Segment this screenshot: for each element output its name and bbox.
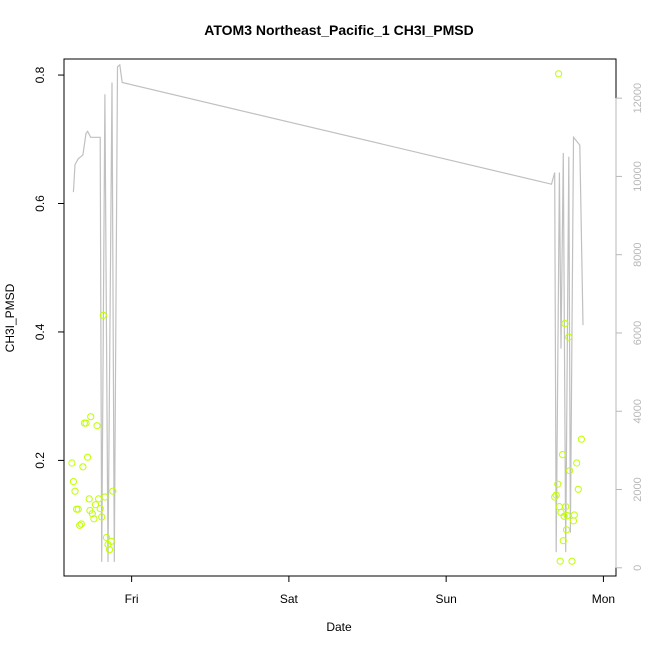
data-point [565,333,573,341]
data-point [562,526,571,534]
data-point [99,311,107,319]
y-tick-label: 0.2 [33,452,47,469]
line-layer [72,63,584,562]
data-point [555,70,563,78]
data-point [71,487,79,495]
data-point [90,515,98,523]
data-point [563,512,571,520]
y2-tick-label: 8000 [632,242,644,266]
y2-tick-label: 12000 [632,83,644,114]
data-point [107,537,115,545]
data-point [574,485,582,493]
data-point [101,493,109,501]
data-point [566,467,574,475]
data-point [554,480,562,488]
data-point [552,491,560,499]
data-point [106,546,114,554]
data-point [69,478,78,486]
data-point [68,459,76,467]
plot-frame [63,58,617,577]
y-tick-label: 0.6 [33,195,47,212]
x-axis: Fri Sat Sun Mon [125,575,615,606]
data-point [555,503,564,511]
x-tick-label: Sat [280,592,299,606]
x-axis-label: Date [326,620,352,634]
data-point [556,557,564,565]
y2-tick-label: 4000 [632,399,644,423]
data-point [82,419,90,427]
data-point [88,510,96,518]
x-tick-label: Sun [435,592,456,606]
data-point [109,487,117,495]
data-point [79,463,87,471]
data-point [573,459,581,467]
chart-title: ATOM3 Northeast_Pacific_1 CH3I_PMSD [204,22,473,38]
data-point [562,503,570,511]
y-tick-label: 0.4 [33,323,47,340]
data-point [569,517,578,525]
y2-tick-label: 6000 [632,321,644,345]
series-line [72,63,584,562]
data-point [559,537,567,545]
data-point [102,533,111,542]
data-point [570,511,578,519]
data-point [91,501,100,509]
y-axis: 0.2 0.4 0.6 0.8 [33,66,65,469]
data-point [93,422,101,430]
y2-tick-label: 0 [632,565,644,571]
data-point [76,521,84,529]
data-point [95,495,103,503]
points-layer [68,70,586,565]
y2-axis: 0 2000 4000 6000 8000 10000 12000 [615,83,644,571]
data-point [74,505,82,513]
data-point [87,413,95,421]
y-axis-label: CH3I_PMSD [3,283,17,352]
data-point [560,512,568,520]
data-point [98,513,106,521]
data-point [85,495,93,503]
data-point [558,451,567,459]
y2-tick-label: 2000 [632,477,644,501]
data-point [577,435,586,443]
y-tick-label: 0.8 [33,66,47,83]
data-point [561,320,569,328]
data-point [84,453,92,461]
x-tick-label: Mon [592,592,615,606]
data-point [568,557,576,565]
data-point [77,520,85,528]
data-point [96,505,104,513]
x-tick-label: Fri [125,592,139,606]
data-point [551,493,559,501]
y2-tick-label: 10000 [632,161,644,192]
